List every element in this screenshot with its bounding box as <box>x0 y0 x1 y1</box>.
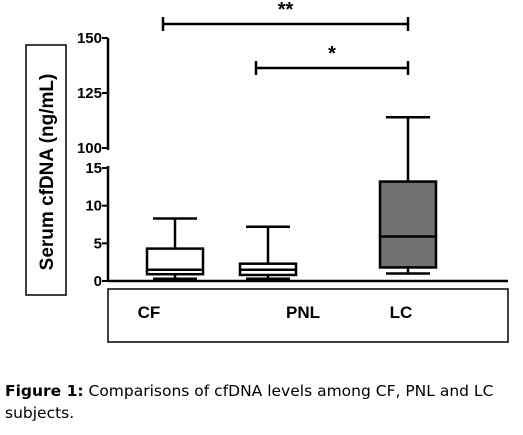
box-pnl <box>238 225 298 280</box>
y-axis-title-frame <box>25 44 67 296</box>
y-tick-label: 0 <box>94 273 102 290</box>
figure-label: Figure 1: <box>5 382 84 400</box>
boxes-group <box>145 115 438 280</box>
category-label: CF <box>138 303 161 322</box>
y-tick-label: 10 <box>85 198 102 215</box>
figure-caption-text: Comparisons of cfDNA levels among CF, PN… <box>5 382 494 422</box>
box-lc <box>378 115 438 275</box>
category-label-frame <box>107 288 509 343</box>
y-tick-label: 150 <box>77 30 102 47</box>
y-axis-title: Serum cfDNA (ng/mL) <box>37 74 58 271</box>
y-tick-label: 100 <box>77 140 102 157</box>
category-labels: CF PNL LC <box>138 303 413 322</box>
significance-bracket: * <box>254 43 410 75</box>
box-cf <box>145 217 205 280</box>
y-tick-label: 15 <box>85 160 102 177</box>
category-label: PNL <box>286 303 320 322</box>
y-tick-label: 5 <box>94 235 102 252</box>
significance-bracket: ** <box>161 0 410 31</box>
category-label: LC <box>390 303 413 322</box>
significance-label: * <box>328 43 336 65</box>
y-axis: 150 125 100 15 10 5 0 <box>77 30 508 290</box>
box-body <box>378 180 438 269</box>
figure-caption: Figure 1: Comparisons of cfDNA levels am… <box>5 380 520 424</box>
significance-brackets: *** <box>161 0 410 75</box>
y-tick-label: 125 <box>77 85 102 102</box>
significance-label: ** <box>278 0 294 21</box>
